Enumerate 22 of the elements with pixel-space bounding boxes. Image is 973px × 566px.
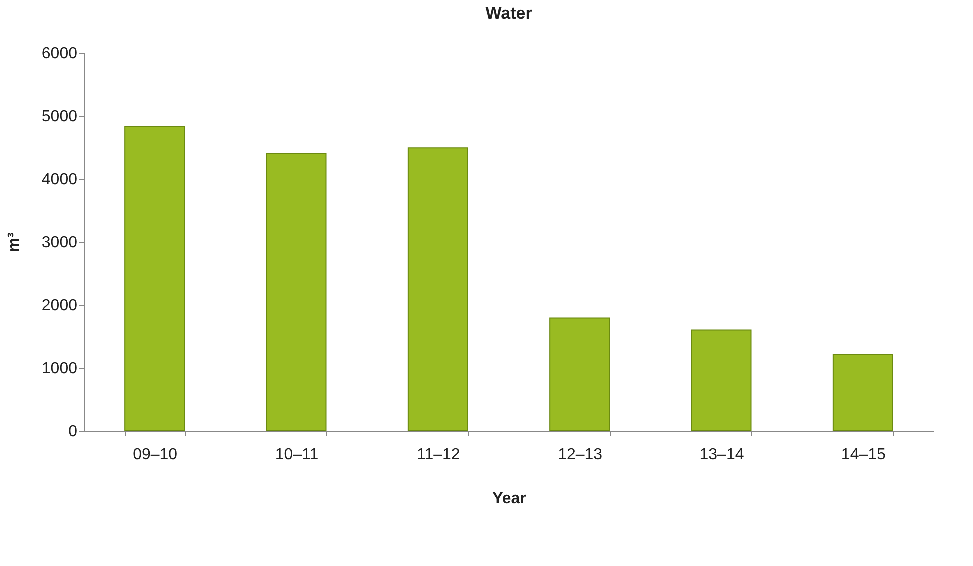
y-tick-label: 6000 [42,46,78,62]
x-tick-label: 14–15 [841,446,886,464]
x-tick-label: 13–14 [700,446,744,464]
y-tick-label: 3000 [42,234,78,252]
x-tick-label: 09–10 [133,446,178,464]
x-axis-title: Year [492,490,526,508]
x-tick-label: 10–11 [275,446,319,464]
x-tick-label: 11–12 [417,446,460,464]
y-tick-label: 2000 [42,298,78,314]
bar [124,126,186,432]
y-axis-title: m³ [6,232,23,252]
y-tick-label: 1000 [42,360,78,378]
x-tick-label: 12–13 [558,446,603,464]
bar [408,148,468,432]
chart-title: Water [486,4,533,23]
bar [691,330,752,432]
y-tick-label: 5000 [42,108,78,126]
y-tick-label: 4000 [42,172,78,188]
bar [550,318,610,432]
bar [832,354,894,432]
bar [266,153,327,432]
y-tick-label: 0 [68,424,78,440]
